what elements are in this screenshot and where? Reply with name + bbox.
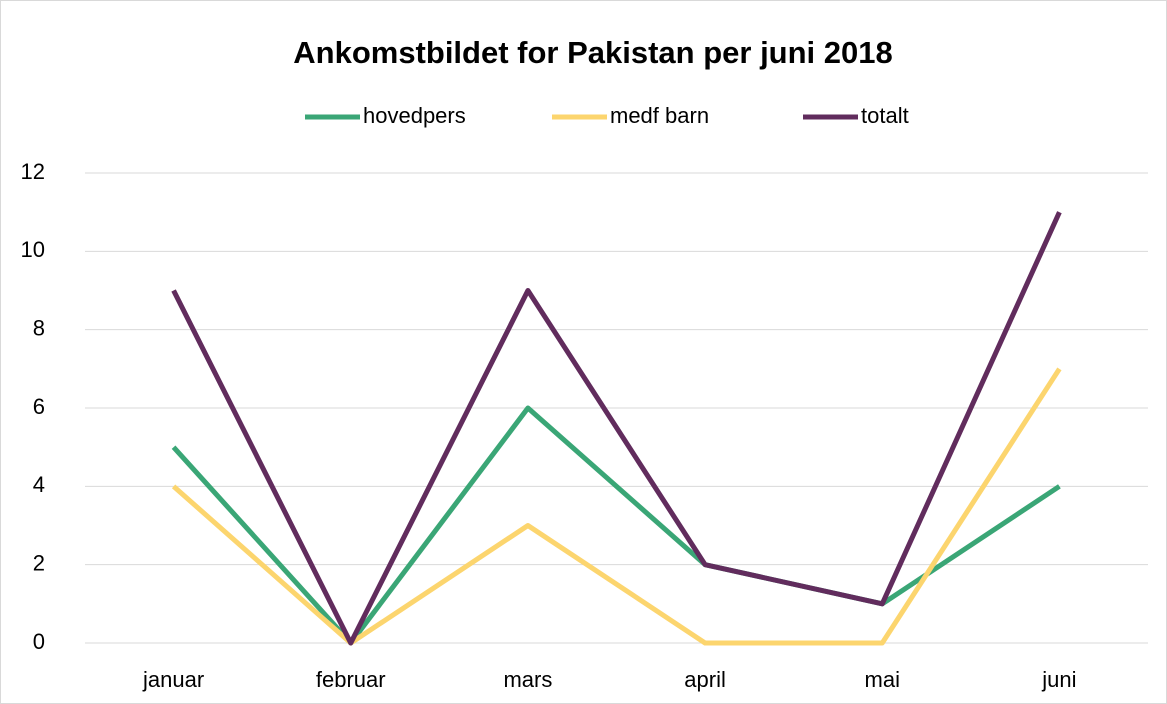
y-tick-label: 10 [21, 237, 45, 262]
legend-label: totalt [861, 103, 909, 128]
x-tick-label: mai [865, 667, 900, 692]
y-tick-label: 12 [21, 159, 45, 184]
y-tick-label: 0 [33, 629, 45, 654]
y-tick-label: 2 [33, 550, 45, 575]
legend-label: medf barn [610, 103, 709, 128]
legend-label: hovedpers [363, 103, 466, 128]
series-line [171, 367, 1062, 646]
y-tick-label: 6 [33, 394, 45, 419]
x-tick-label: april [684, 667, 726, 692]
x-tick-label: januar [142, 667, 204, 692]
y-tick-label: 4 [33, 472, 45, 497]
y-tick-label: 8 [33, 315, 45, 340]
series-line [171, 405, 1061, 646]
x-tick-label: februar [316, 667, 386, 692]
series-line [171, 211, 1062, 646]
x-tick-label: mars [503, 667, 552, 692]
x-tick-label: juni [1041, 667, 1076, 692]
chart-title: Ankomstbildet for Pakistan per juni 2018 [293, 35, 893, 70]
